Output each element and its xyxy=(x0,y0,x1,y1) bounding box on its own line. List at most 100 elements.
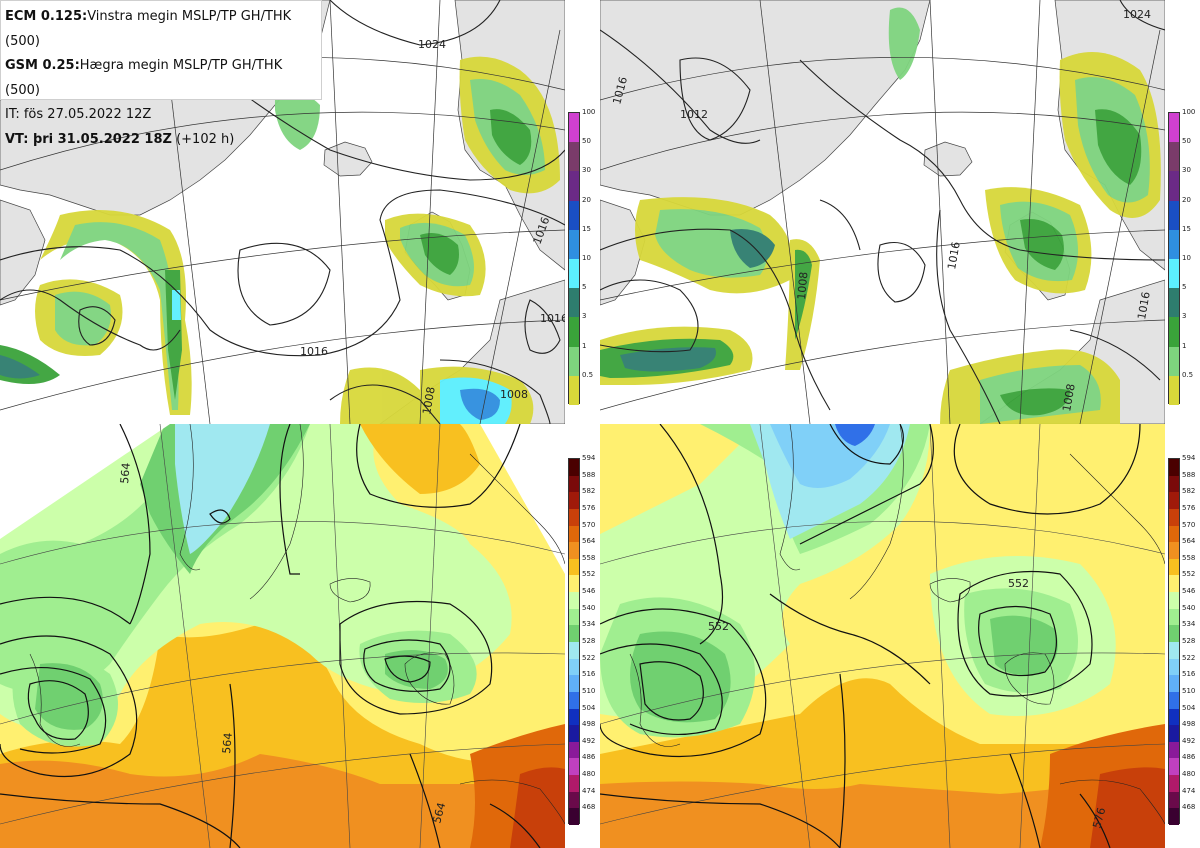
colorbar-tick-label: 100 xyxy=(582,108,596,116)
colorbar-tick-label: 540 xyxy=(582,603,596,612)
gsm-mslp-panel: 1024 1012 1016 1008 1016 1008 1016 xyxy=(600,0,1165,424)
colorbar-tick-label: 558 xyxy=(582,553,596,562)
colorbar-swatch xyxy=(1169,791,1179,809)
colorbar-swatch xyxy=(1169,171,1179,201)
forecast-hour: (+102 h) xyxy=(176,131,235,147)
colorbar-swatch xyxy=(569,725,579,742)
isobar-label: 1024 xyxy=(418,38,446,51)
colorbar-swatch xyxy=(1169,758,1179,776)
colorbar-tick-label: 546 xyxy=(1182,587,1196,596)
colorbar-tick-label: 504 xyxy=(582,703,596,712)
isobar-label: 1008 xyxy=(1060,383,1078,413)
thickness-fill-558 xyxy=(0,754,565,848)
colorbar-swatch xyxy=(569,791,579,809)
thickness-fill-546-ne xyxy=(930,424,1165,534)
colorbar-tick-label: 100 xyxy=(1182,108,1196,116)
colorbar-tick-label: 10 xyxy=(582,254,591,262)
colorbar-swatch xyxy=(569,675,579,692)
colorbar-tick-label: 10 xyxy=(1182,254,1191,262)
colorbar-swatch xyxy=(569,558,579,576)
colorbar-swatch xyxy=(569,575,579,593)
colorbar xyxy=(1168,458,1180,825)
colorbar-swatch xyxy=(1169,375,1179,405)
colorbar-tick-label: 5 xyxy=(582,283,587,292)
colorbar-swatch xyxy=(569,691,579,709)
colorbar-tick-label: 474 xyxy=(582,786,596,795)
colorbar-swatch xyxy=(1169,346,1179,376)
colorbar-swatch xyxy=(569,592,579,609)
colorbar-tick-label: 15 xyxy=(1182,224,1191,233)
colorbar-swatch xyxy=(569,642,579,659)
colorbar-swatch xyxy=(569,288,579,318)
colorbar-tick-label: 480 xyxy=(1182,770,1196,779)
colorbar-swatch xyxy=(1169,475,1179,493)
colorbar-swatch xyxy=(569,200,579,230)
colorbar-swatch xyxy=(569,317,579,347)
colorbar-swatch xyxy=(569,229,579,259)
thickness-legend: 594 588 582 576 570 564 558 552 546 540 534 528 522 5… xyxy=(568,454,600,825)
colorbar-swatch xyxy=(569,508,579,526)
colorbar-tick-label: 594 xyxy=(582,454,596,462)
iceland-landmass xyxy=(323,141,373,177)
model-line-gsm: GSM 0.25:Hægra megin MSLP/TP GH/THK (500… xyxy=(5,54,317,103)
colorbar-swatch xyxy=(569,708,579,726)
colorbar-tick-label: 576 xyxy=(582,503,596,512)
colorbar-swatch xyxy=(569,608,579,626)
colorbar-swatch xyxy=(569,658,579,676)
colorbar-tick-label: 540 xyxy=(1182,603,1196,612)
colorbar-tick-label: 588 xyxy=(1182,470,1196,479)
gsm-thickness-panel: 552 552 576 xyxy=(600,424,1165,848)
isobar-label: 1016 xyxy=(300,345,328,358)
thickness-fill-528-west xyxy=(35,663,103,730)
colorbar-tick-label: 582 xyxy=(582,487,596,496)
colorbar-tick-label: 0.5 xyxy=(582,370,594,379)
canada-landmass xyxy=(0,199,46,306)
colorbar-swatch xyxy=(1169,592,1179,609)
colorbar-swatch xyxy=(1169,459,1179,476)
colorbar-swatch xyxy=(1169,259,1179,289)
coastlines xyxy=(29,424,565,825)
colorbar-tick-label: 564 xyxy=(582,537,596,546)
colorbar-tick-label: 522 xyxy=(1182,653,1196,662)
colorbar-tick-label: 1 xyxy=(582,341,587,350)
colorbar-tick-label: 3 xyxy=(1182,312,1187,321)
colorbar-swatch xyxy=(1169,775,1179,792)
graticule xyxy=(600,0,1165,424)
colorbar-tick-label: 552 xyxy=(582,570,596,579)
colorbar xyxy=(568,458,580,825)
isobar-label: 1012 xyxy=(680,108,708,121)
colorbar-tick-label: 30 xyxy=(1182,166,1191,175)
colorbar-swatch xyxy=(1169,200,1179,230)
colorbar-tick-label: 576 xyxy=(1182,503,1196,512)
colorbar-swatch xyxy=(569,625,579,642)
thickness-fill-570 xyxy=(1090,767,1165,848)
colorbar-tick-label: 50 xyxy=(1182,137,1191,146)
thickness-fill-546-ne xyxy=(360,424,480,494)
colorbar-tick-label: 504 xyxy=(1182,703,1196,712)
colorbar-swatch xyxy=(1169,558,1179,576)
colorbar-swatch xyxy=(569,758,579,776)
colorbar-swatch xyxy=(1169,625,1179,642)
ecm-thickness-map: 564 564 564 xyxy=(0,424,565,848)
forecast-info-box: ECM 0.125:Vinstra megin MSLP/TP GH/THK (… xyxy=(0,0,322,147)
colorbar-tick-label: 486 xyxy=(582,753,596,762)
no-data-area xyxy=(0,424,170,539)
colorbar-tick-label: 480 xyxy=(582,770,596,779)
thickness-fill-528-uk xyxy=(990,615,1058,676)
colorbar-tick-label: 468 xyxy=(582,803,596,812)
colorbar-swatch xyxy=(1169,508,1179,526)
isobar-label: 1008 xyxy=(795,271,810,300)
colorbar-swatch xyxy=(1169,675,1179,692)
colorbar-swatch xyxy=(1169,808,1179,825)
colorbar-swatch xyxy=(1169,317,1179,347)
colorbar-tick-label: 468 xyxy=(1182,803,1196,812)
model-gsm-key: GSM 0.25: xyxy=(5,58,80,73)
colorbar-tick-label: 516 xyxy=(1182,670,1196,679)
colorbar-swatch xyxy=(1169,691,1179,709)
colorbar-swatch xyxy=(569,142,579,172)
colorbar-swatch xyxy=(1169,229,1179,259)
colorbar-tick-label: 522 xyxy=(582,653,596,662)
height-label: 564 xyxy=(118,462,133,484)
height-label: 552 xyxy=(1008,577,1029,590)
colorbar-tick-label: 474 xyxy=(1182,786,1196,795)
